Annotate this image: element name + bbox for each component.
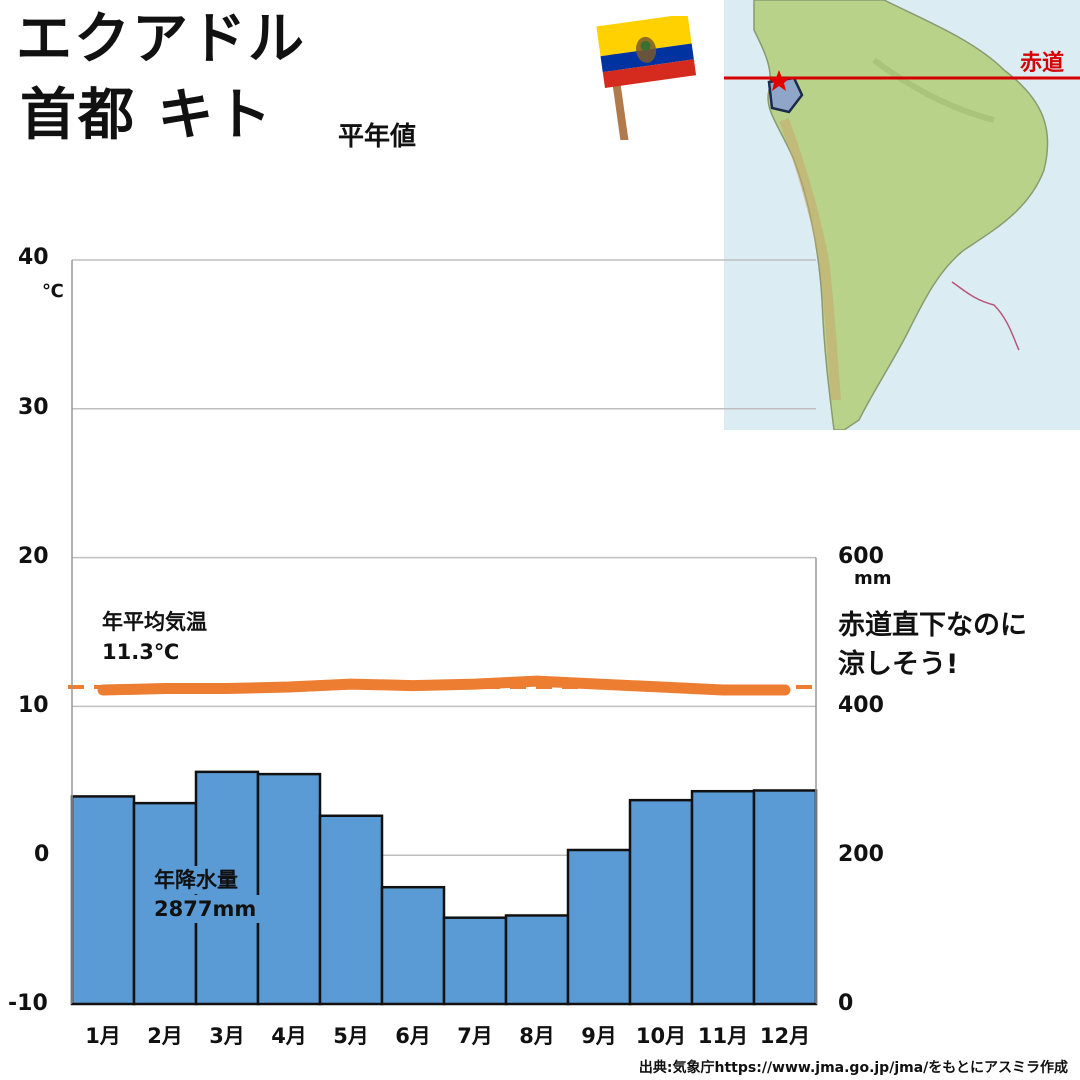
- source-credit: 出典:気象庁https://www.jma.go.jp/jma/をもとにアスミラ…: [638, 1060, 1068, 1076]
- month-label: 5月: [333, 1024, 369, 1048]
- month-label: 4月: [271, 1024, 307, 1048]
- month-label: 3月: [209, 1024, 245, 1048]
- annual-precip-label: 年降水量: [150, 866, 244, 895]
- comment-line-1: 赤道直下なのに: [838, 610, 1027, 641]
- right-axis-unit: mm: [854, 568, 892, 589]
- precip-bar: [752, 789, 818, 1006]
- month-label: 2月: [147, 1024, 183, 1048]
- annual-temp-label: 年平均気温: [102, 610, 207, 634]
- right-tick-200: 200: [838, 842, 884, 867]
- left-tick-30: 30: [18, 395, 49, 420]
- south-america-map: 赤道: [724, 0, 1080, 430]
- left-tick-minus10: -10: [8, 991, 48, 1016]
- left-tick-40: 40: [18, 245, 49, 270]
- quito-star-icon: [768, 70, 790, 91]
- temperature-line: [97, 675, 791, 696]
- month-label: 6月: [395, 1024, 431, 1048]
- annual-temp-value: 11.3℃: [102, 640, 180, 664]
- precip-bar: [566, 848, 632, 1006]
- left-axis-unit: ℃: [42, 281, 64, 302]
- precip-bar: [504, 914, 570, 1006]
- left-tick-0: 0: [34, 842, 50, 867]
- month-label: 7月: [457, 1024, 493, 1048]
- precip-bar: [690, 789, 756, 1006]
- annual-precip-value: 2877mm: [150, 895, 263, 924]
- month-label: 9月: [581, 1024, 617, 1048]
- right-tick-600: 600: [838, 544, 884, 569]
- ecuador-flag-icon: [596, 16, 697, 140]
- right-tick-0: 0: [838, 991, 854, 1016]
- equator-label: 赤道: [1020, 50, 1064, 76]
- month-label: 1月: [85, 1024, 121, 1048]
- precip-bar: [380, 885, 446, 1006]
- capital-title: 首都 キト: [20, 83, 274, 148]
- precip-bar: [628, 798, 694, 1006]
- precip-bar: [70, 795, 136, 1006]
- precip-bar: [256, 772, 322, 1006]
- month-label: 10月: [636, 1024, 686, 1048]
- left-tick-10: 10: [18, 693, 49, 718]
- precip-bar: [442, 916, 508, 1006]
- normal-values-label: 平年値: [338, 122, 417, 152]
- precip-bar: [318, 814, 384, 1006]
- month-label: 12月: [760, 1024, 810, 1048]
- month-label: 8月: [519, 1024, 555, 1048]
- month-label: 11月: [698, 1024, 748, 1048]
- comment-line-2: 涼しそう!: [838, 649, 959, 680]
- country-title: エクアドル: [16, 7, 306, 72]
- right-tick-400: 400: [838, 693, 884, 718]
- left-tick-20: 20: [18, 544, 49, 569]
